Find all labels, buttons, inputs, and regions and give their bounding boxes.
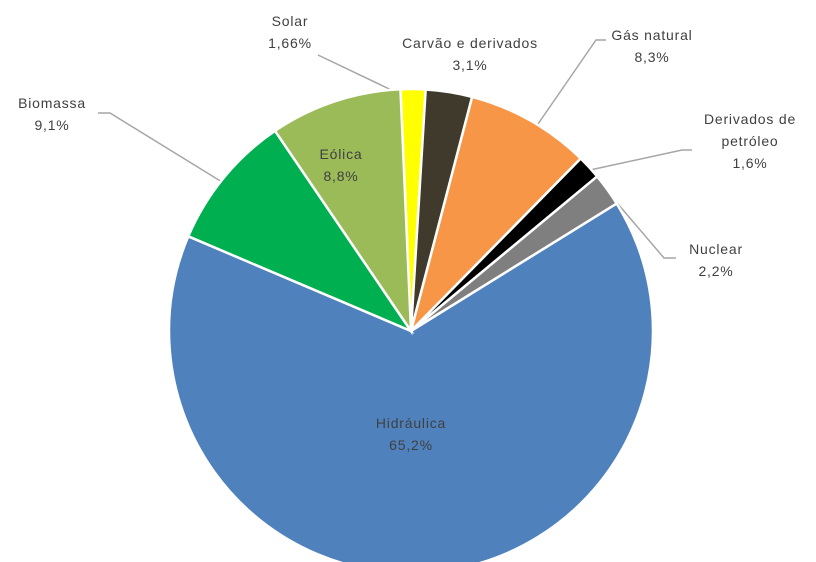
value-label: 1,6%: [732, 155, 768, 171]
value-label: 8,3%: [634, 49, 670, 65]
value-label: 9,1%: [34, 117, 70, 133]
leader-line: [98, 112, 223, 183]
slices: [167, 87, 655, 562]
slice: [273, 87, 413, 336]
category-label: Hidráulica: [375, 415, 447, 431]
leader-line: [605, 189, 676, 259]
category-label: Derivados de petróleo: [703, 111, 797, 149]
slice: [167, 201, 655, 562]
category-label: Nuclear: [689, 241, 743, 257]
slice-label: Hidráulica 65,2%: [361, 412, 461, 456]
value-label: 65,2%: [389, 437, 433, 453]
slice-label: Biomassa 9,1%: [2, 92, 102, 136]
slice-label: Solar 1,66%: [250, 10, 330, 54]
slice-label: Gás natural 8,3%: [597, 24, 707, 68]
category-label: Carvão e derivados: [402, 35, 538, 51]
slice-label: Carvão e derivados 3,1%: [370, 32, 570, 76]
category-label: Biomassa: [18, 95, 86, 111]
slice-label: Nuclear 2,2%: [676, 238, 756, 282]
leader-line: [537, 39, 606, 125]
category-label: Gás natural: [611, 27, 693, 43]
value-label: 3,1%: [452, 57, 488, 73]
category-label: Eólica: [319, 146, 363, 162]
value-label: 2,2%: [698, 263, 734, 279]
value-label: 1,66%: [268, 35, 312, 51]
leader-line: [589, 149, 692, 171]
slice-label: Eólica 8,8%: [301, 143, 381, 187]
value-label: 8,8%: [323, 168, 359, 184]
slice-label: Derivados de petróleo 1,6%: [685, 108, 815, 174]
category-label: Solar: [271, 13, 309, 29]
slice: [186, 129, 415, 334]
slice: [408, 95, 583, 336]
